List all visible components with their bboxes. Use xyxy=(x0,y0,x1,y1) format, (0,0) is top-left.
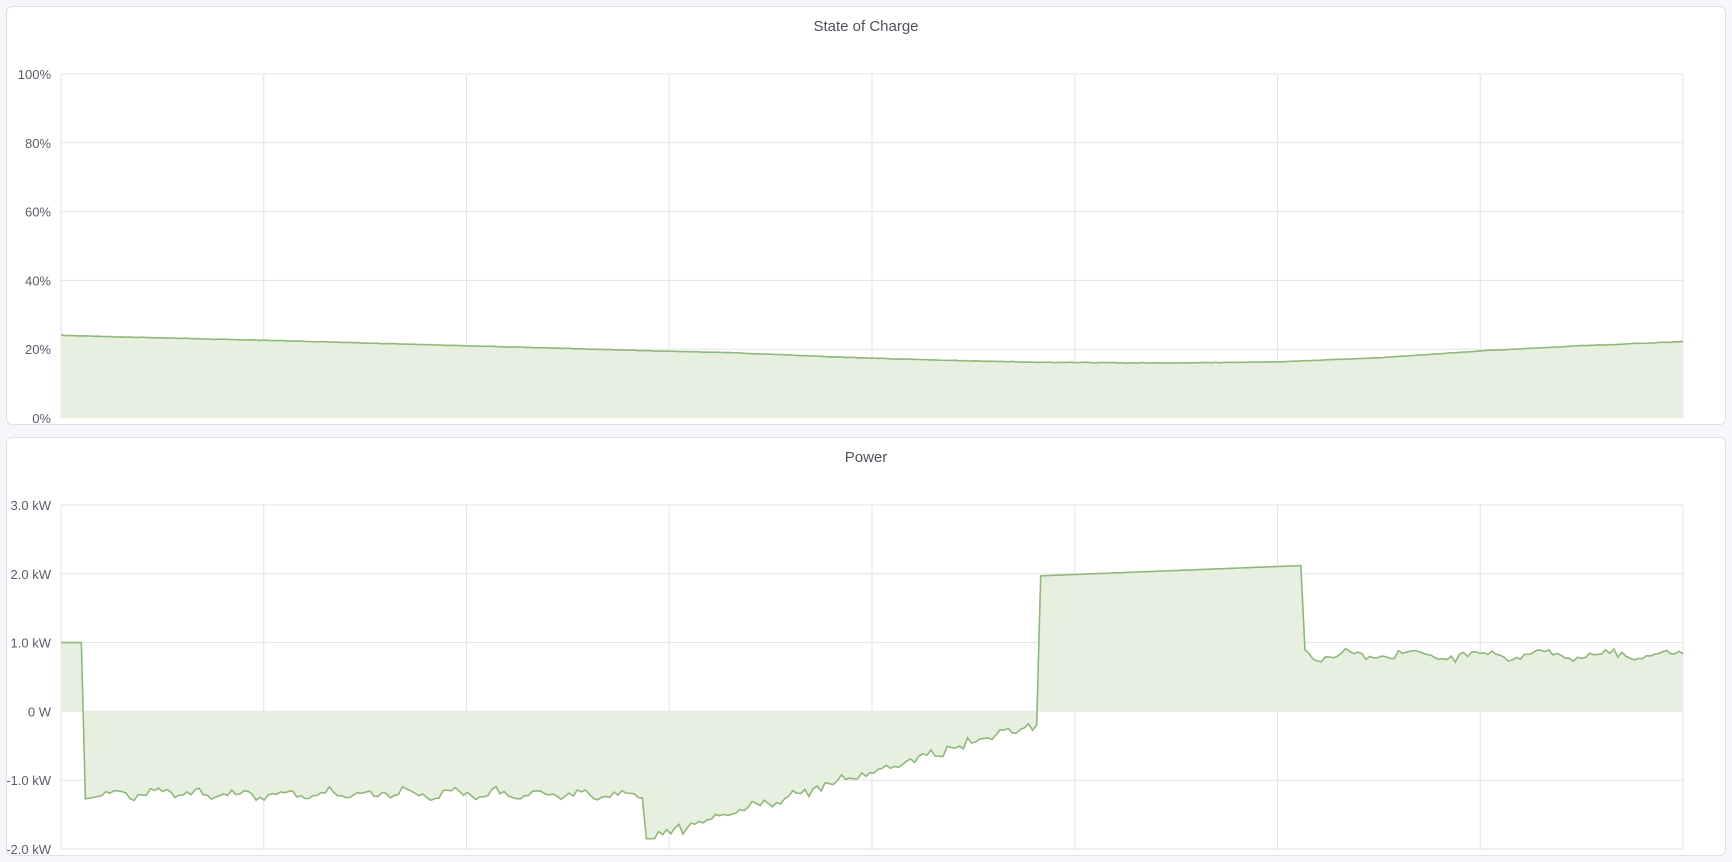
svg-text:60%: 60% xyxy=(25,205,51,220)
svg-text:80%: 80% xyxy=(25,136,51,151)
svg-text:1.0 kW: 1.0 kW xyxy=(11,636,52,651)
svg-text:20%: 20% xyxy=(25,342,51,357)
svg-text:0%: 0% xyxy=(32,411,51,425)
svg-text:-1.0 kW: -1.0 kW xyxy=(7,773,52,788)
svg-text:40%: 40% xyxy=(25,273,51,288)
svg-text:0 W: 0 W xyxy=(28,704,52,719)
svg-text:-2.0 kW: -2.0 kW xyxy=(7,842,52,856)
svg-text:100%: 100% xyxy=(18,67,52,82)
svg-text:2.0 kW: 2.0 kW xyxy=(11,567,52,582)
svg-text:3.0 kW: 3.0 kW xyxy=(11,498,52,513)
